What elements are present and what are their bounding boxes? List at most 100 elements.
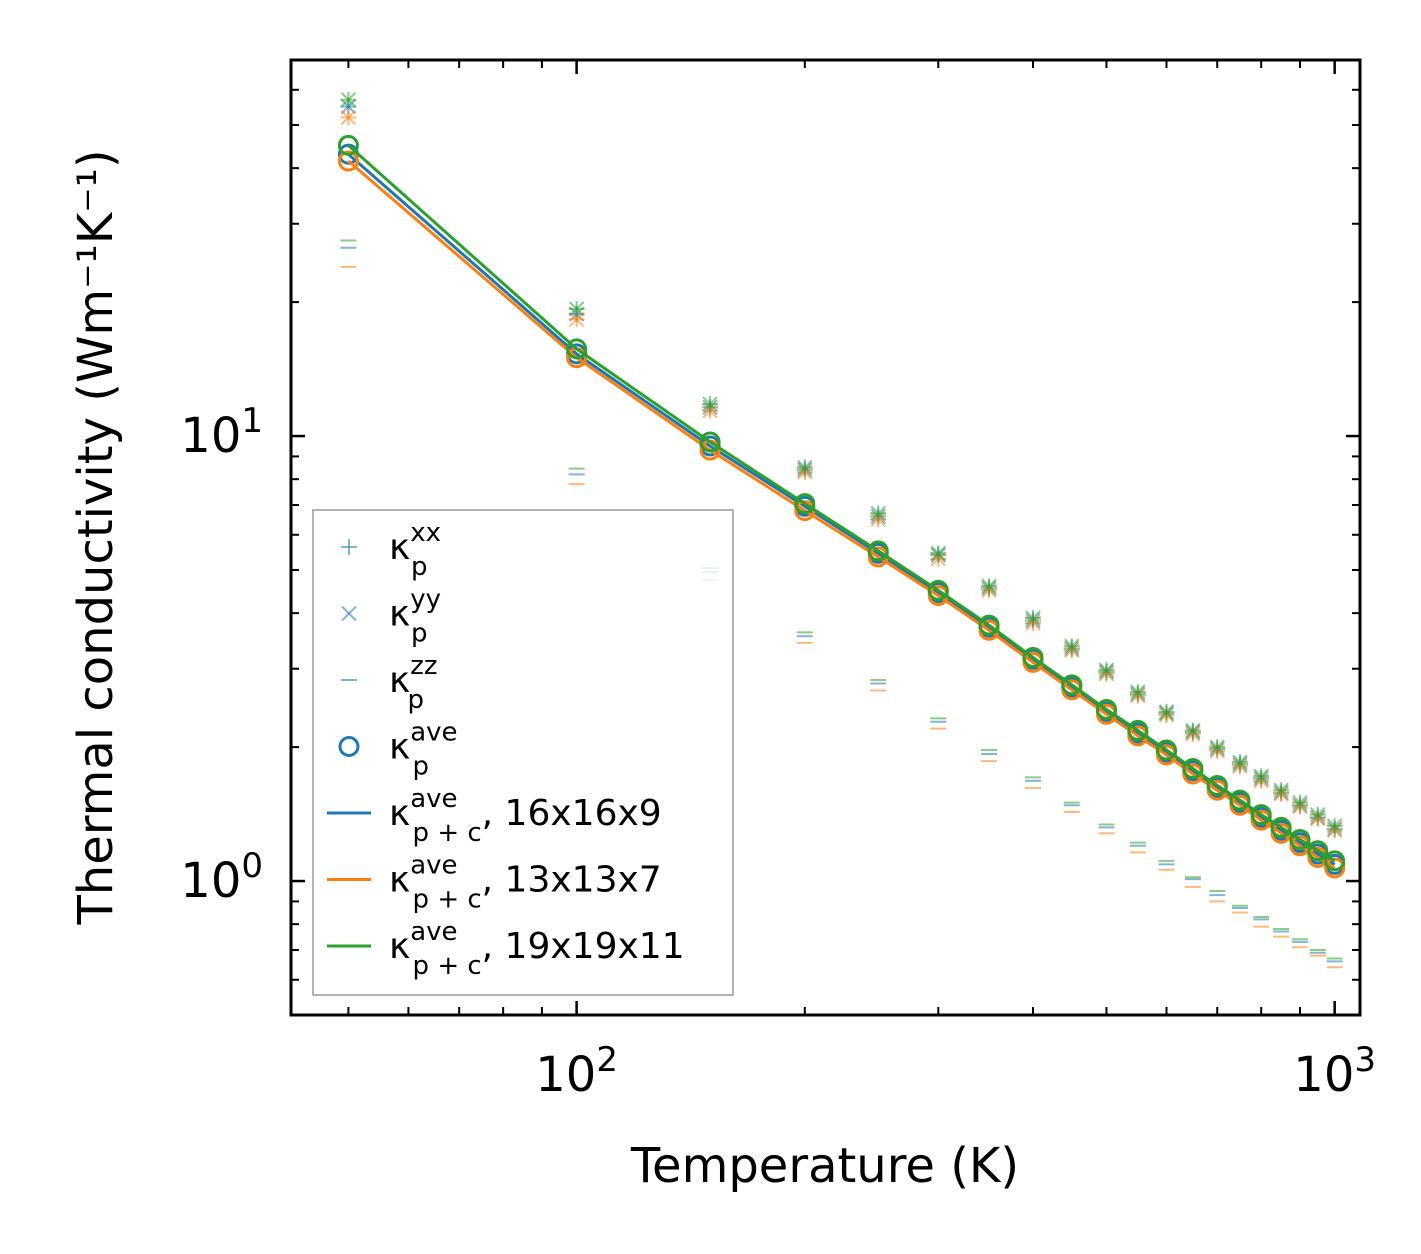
- kave-pc-line: [347, 153, 1336, 866]
- legend-label: κave p + c, 16x16x9: [389, 784, 662, 848]
- kyy-point: [1310, 806, 1326, 823]
- kave-point: [978, 614, 1000, 636]
- kave-point: [566, 338, 588, 360]
- y-axis-label: Thermal conductivity (Wm⁻¹K⁻¹): [68, 149, 124, 925]
- legend-symbol: κ: [389, 527, 410, 568]
- kave-point: [794, 493, 816, 515]
- legend-symbol: κ: [389, 926, 410, 967]
- legend-subscript: p: [408, 685, 425, 715]
- series-line-19x19x11: [337, 134, 1346, 872]
- legend-entry: κave p + c, 19x19x11: [327, 917, 685, 981]
- kyy-point: [1232, 754, 1248, 770]
- x-tick-label-base: 10: [535, 1047, 596, 1103]
- kyy-point: [1209, 739, 1225, 755]
- legend-superscript: yy: [410, 585, 441, 615]
- legend-entry: κxx p: [341, 518, 441, 582]
- kave-point: [337, 134, 359, 156]
- kyy-point: [1273, 782, 1289, 798]
- legend-superscript: zz: [410, 651, 437, 681]
- legend-superscript: ave: [410, 784, 457, 814]
- kyy-point: [1253, 768, 1269, 784]
- y-tick-label: 100: [180, 846, 263, 909]
- kave-point: [867, 540, 889, 562]
- y-tick-label: 101: [180, 401, 263, 464]
- x-tick-label-base: 10: [1293, 1047, 1354, 1103]
- y-tick-label-base: 10: [180, 408, 241, 464]
- legend-subscript: p: [411, 619, 428, 649]
- legend-label: κave p: [389, 718, 458, 782]
- legend-entry: κave p + c, 13x13x7: [327, 851, 662, 915]
- x-tick-label: 103: [1293, 1040, 1376, 1103]
- legend-cross-icon: [341, 605, 357, 622]
- legend-subscript: p + c: [413, 818, 482, 848]
- y-tick-label-exponent: 1: [241, 401, 263, 441]
- kave-point: [1127, 719, 1149, 741]
- legend-superscript: ave: [410, 917, 457, 947]
- kyy-point: [340, 109, 357, 126]
- legend-label: κave p + c, 13x13x7: [389, 851, 662, 915]
- legend-suffix: , 13x13x7: [482, 860, 662, 901]
- legend-symbol: κ: [389, 727, 410, 768]
- legend-symbol: κ: [389, 660, 410, 701]
- x-tick-label-exponent: 3: [1354, 1040, 1376, 1080]
- series-layer: [337, 91, 1346, 969]
- y-tick-label-base: 10: [180, 853, 241, 909]
- legend-label: κave p + c, 19x19x11: [389, 917, 685, 981]
- kave-point: [1182, 758, 1204, 780]
- kyy-point: [1064, 638, 1080, 654]
- legend-superscript: ave: [410, 718, 457, 748]
- kyy-point: [1185, 722, 1201, 739]
- kave-point: [699, 431, 721, 453]
- kave-point: [1206, 774, 1228, 796]
- legend-subscript: p + c: [413, 951, 482, 981]
- kyy-point: [930, 545, 946, 562]
- legend-subscript: p: [413, 752, 430, 782]
- legend-superscript: xx: [410, 518, 441, 548]
- legend-symbol: κ: [389, 594, 410, 635]
- legend-entry: κave p: [338, 718, 458, 782]
- kave-point: [1061, 674, 1083, 696]
- kyy-point: [870, 505, 886, 522]
- kyy-point: [702, 396, 718, 412]
- legend-frame: [312, 509, 734, 996]
- legend-circle-icon: [338, 736, 360, 757]
- kyy-point: [1098, 662, 1115, 678]
- legend-suffix: , 16x16x9: [482, 793, 662, 834]
- legend-symbol: κ: [389, 793, 410, 834]
- legend-superscript: ave: [410, 851, 457, 881]
- kyy-point: [981, 578, 997, 594]
- kave-pc-line: [347, 159, 1336, 870]
- legend-entry: κyy p: [341, 585, 441, 649]
- legend-subscript: p + c: [413, 885, 482, 915]
- kyy-point: [568, 301, 585, 317]
- legend-label: κyy p: [389, 585, 441, 649]
- x-tick-label-exponent: 2: [596, 1040, 618, 1080]
- kyy-point: [797, 459, 813, 476]
- legend-entry: κave p + c, 16x16x9: [327, 784, 662, 848]
- series-19x19x11: [340, 91, 1343, 960]
- kyy-point: [1326, 818, 1343, 834]
- y-axis-label-text: Thermal conductivity (Wm⁻¹K⁻¹): [68, 149, 124, 925]
- x-tick-label: 102: [535, 1040, 618, 1103]
- plot-frame: [289, 58, 1362, 1017]
- kyy-point: [1292, 794, 1308, 811]
- kyy-point: [1158, 704, 1175, 720]
- kave-point: [1250, 804, 1272, 826]
- kave-point: [1022, 646, 1044, 668]
- legend-suffix: , 19x19x11: [482, 926, 685, 967]
- legend-label: κzz p: [389, 651, 438, 715]
- y-tick-label-exponent: 0: [241, 846, 263, 886]
- kave-point: [1155, 739, 1177, 761]
- kave-pc-line: [347, 144, 1336, 863]
- kave-point: [1095, 698, 1117, 720]
- kyy-point: [1130, 684, 1146, 700]
- kave-point: [1307, 840, 1329, 862]
- kave-point: [337, 150, 359, 172]
- kave-point: [927, 579, 949, 601]
- x-axis-label: Temperature (K): [630, 1138, 1019, 1194]
- legend-entry: κzz p: [341, 651, 438, 715]
- kave-point: [1289, 828, 1311, 850]
